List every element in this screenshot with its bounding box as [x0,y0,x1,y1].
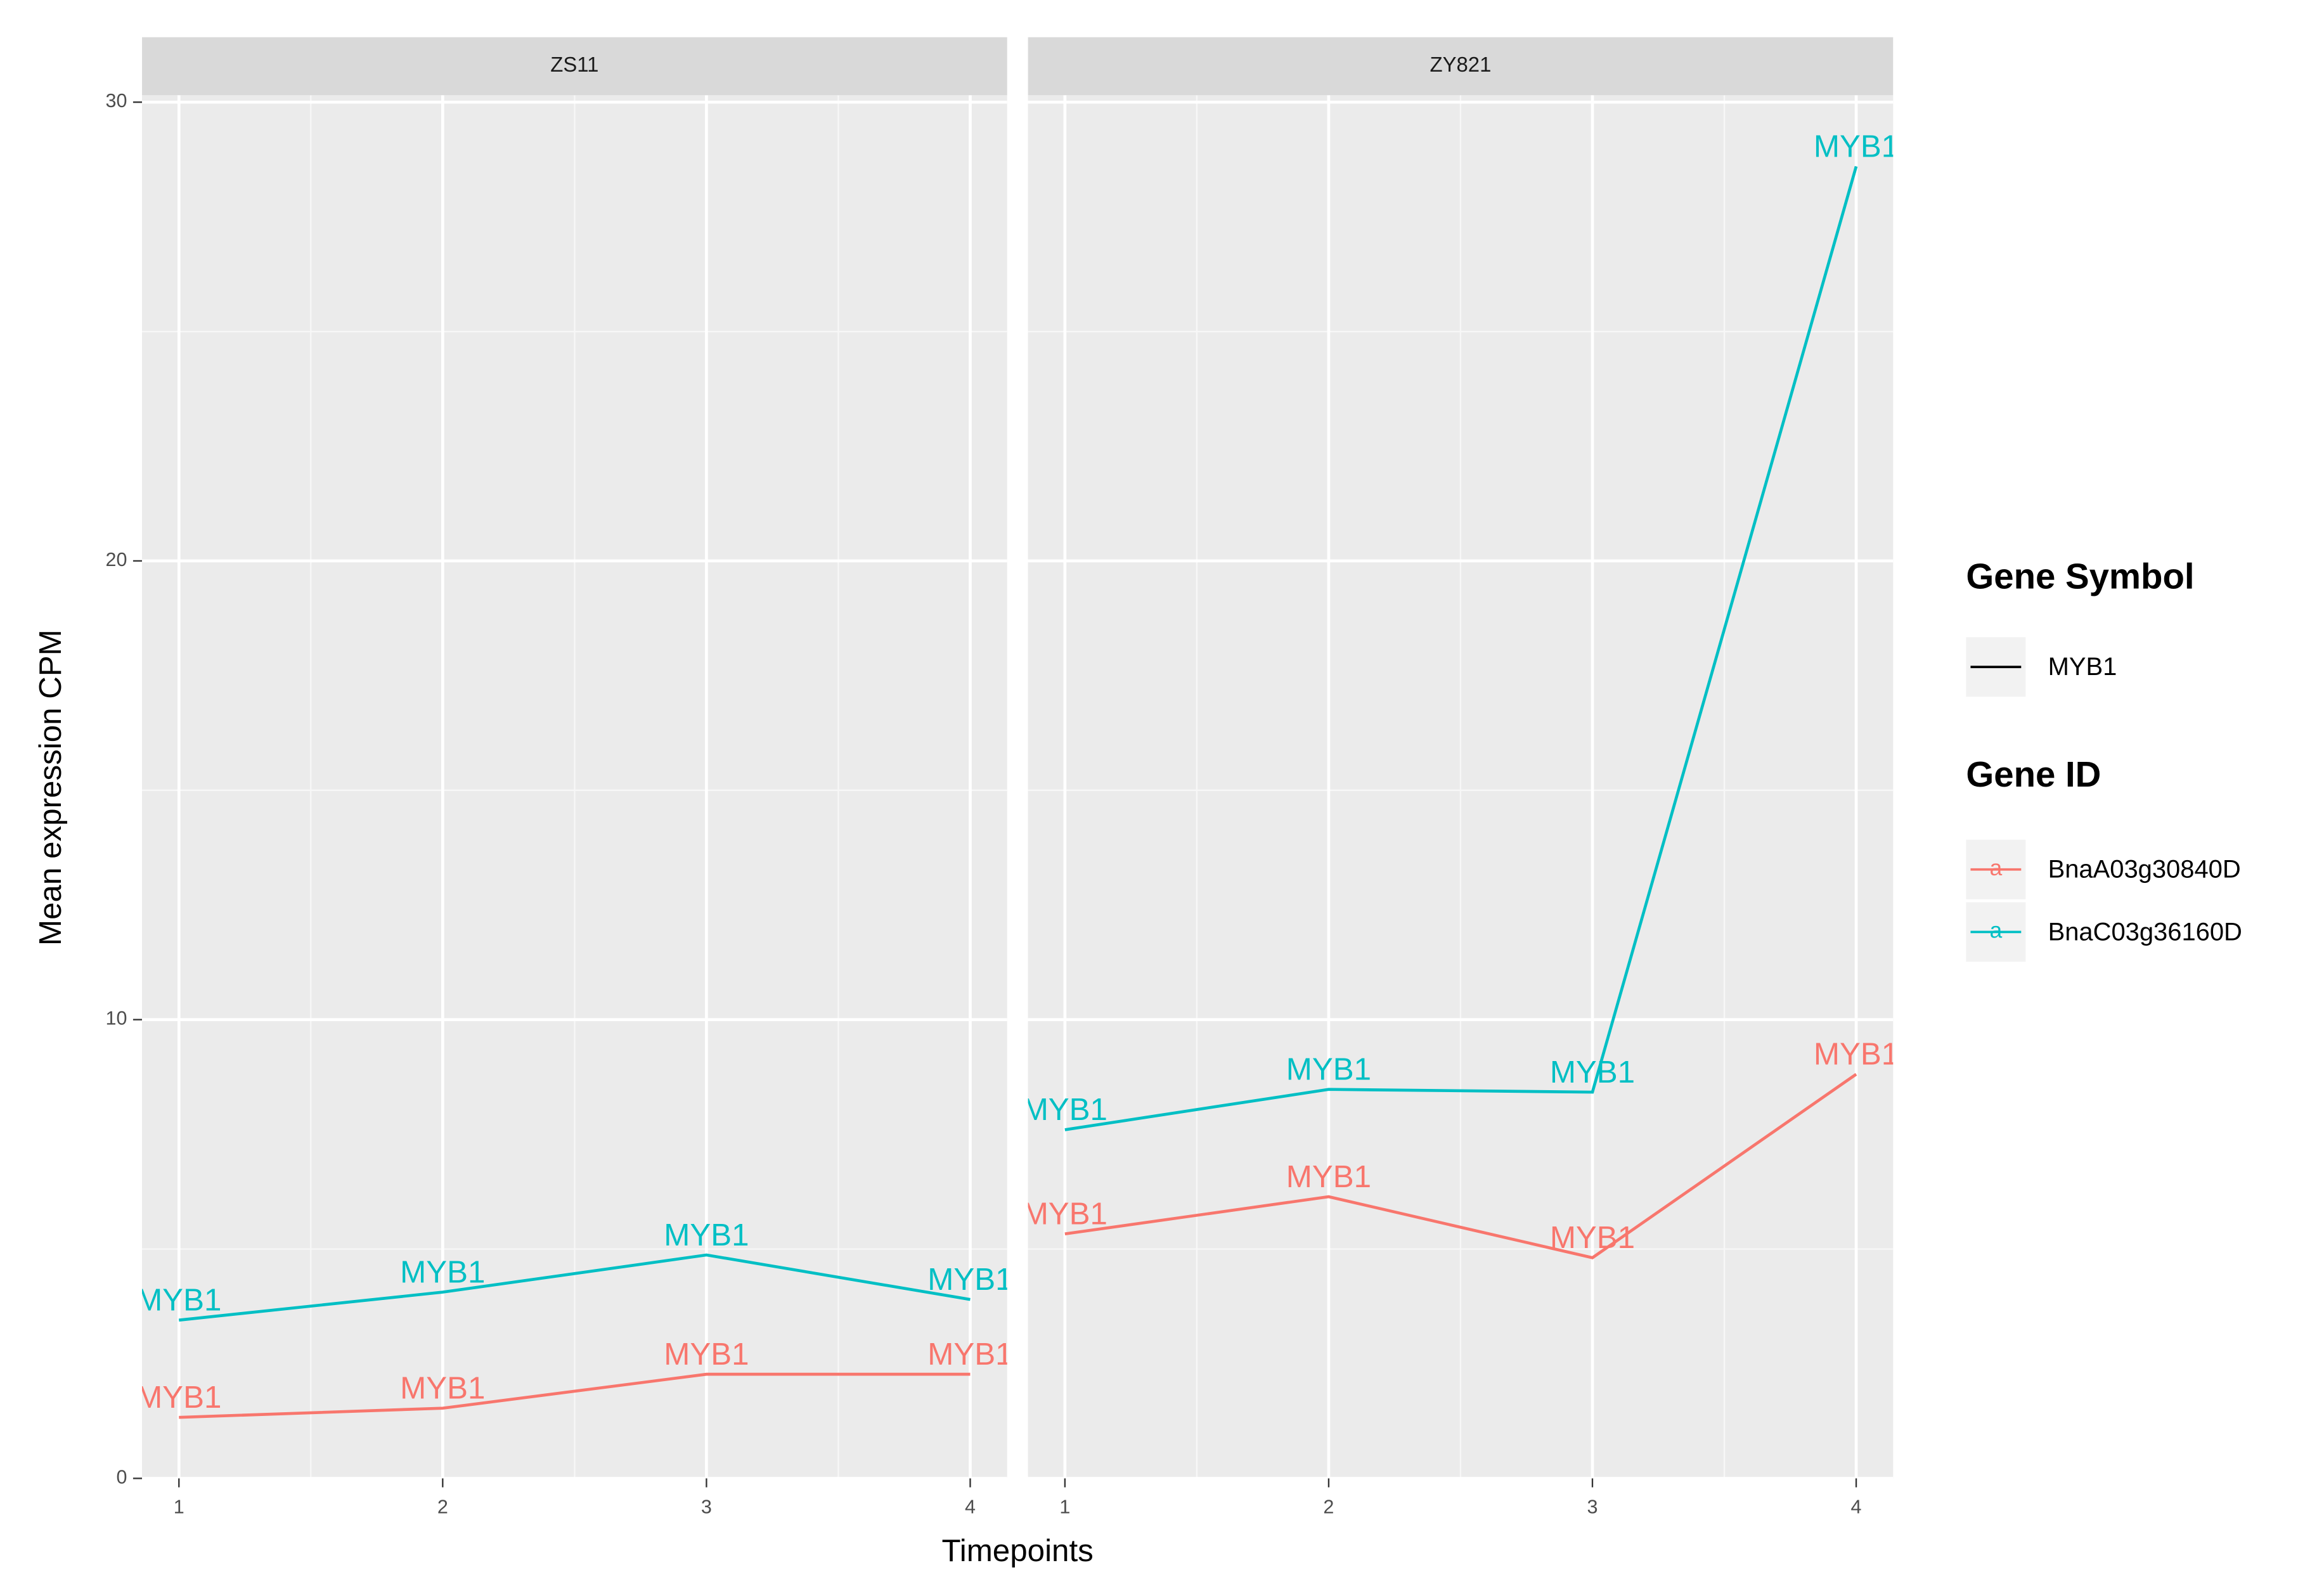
point-label: MYB1 [1023,1092,1107,1127]
panel-data: MYB1 MYB1 MYB1 MYB1 MYB1 MYB1 MYB1 MYB1 [1023,129,1899,1259]
point-label: MYB1 [136,1380,221,1415]
point-label: MYB1 [664,1337,749,1372]
series-line [1064,165,1858,1131]
x-tick-label: 2 [437,1496,448,1517]
y-axis-title: Mean expression CPM [33,629,68,946]
x-tick-label: 3 [701,1496,712,1517]
y-tick-label: 30 [106,90,127,112]
series-line [179,1253,971,1322]
legend-title: Gene ID [1966,754,2101,794]
strip [1028,37,1894,96]
strip-label: ZY821 [1430,53,1492,76]
legend-key-glyph: a [1990,918,2003,943]
point-label: MYB1 [1814,129,1899,164]
y-tick-label: 20 [106,549,127,570]
x-axis-title: Timepoints [941,1533,1093,1568]
legend-title: Gene Symbol [1966,557,2194,596]
series-line [179,1372,971,1419]
x-tick-label: 4 [965,1496,976,1517]
point-label: MYB1 [1286,1052,1371,1087]
point-label: MYB1 [927,1337,1012,1372]
legend-label: BnaA03g30840D [2048,856,2241,884]
series-line [1064,1072,1857,1259]
strip-label: ZS11 [550,53,598,76]
point-label: MYB1 [927,1262,1012,1297]
x-tick-label: 1 [1059,1496,1070,1517]
point-label: MYB1 [1814,1037,1899,1072]
point-label: MYB1 [1550,1055,1635,1090]
y-tick-label: 0 [117,1467,127,1488]
x-tick-label: 2 [1323,1496,1334,1517]
point-label: MYB1 [400,1254,485,1289]
strip [142,37,1007,96]
point-label: MYB1 [1286,1159,1371,1194]
panel-data: MYB1 MYB1 MYB1 MYB1 MYB1 MYB1 MYB1 MYB1 [136,1218,1012,1419]
point-label: MYB1 [1550,1220,1635,1255]
point-label: MYB1 [400,1371,485,1406]
point-label: MYB1 [136,1283,221,1318]
x-tick-label: 1 [174,1496,184,1517]
legend-label: BnaC03g36160D [2048,918,2242,946]
point-label: MYB1 [664,1218,749,1252]
x-tick-label: 4 [1851,1496,1862,1517]
x-tick-label: 3 [1587,1496,1598,1517]
legend-label: MYB1 [2048,653,2117,681]
legend-key-glyph: a [1990,856,2003,880]
y-tick-label: 10 [106,1008,127,1029]
point-label: MYB1 [1023,1197,1107,1232]
